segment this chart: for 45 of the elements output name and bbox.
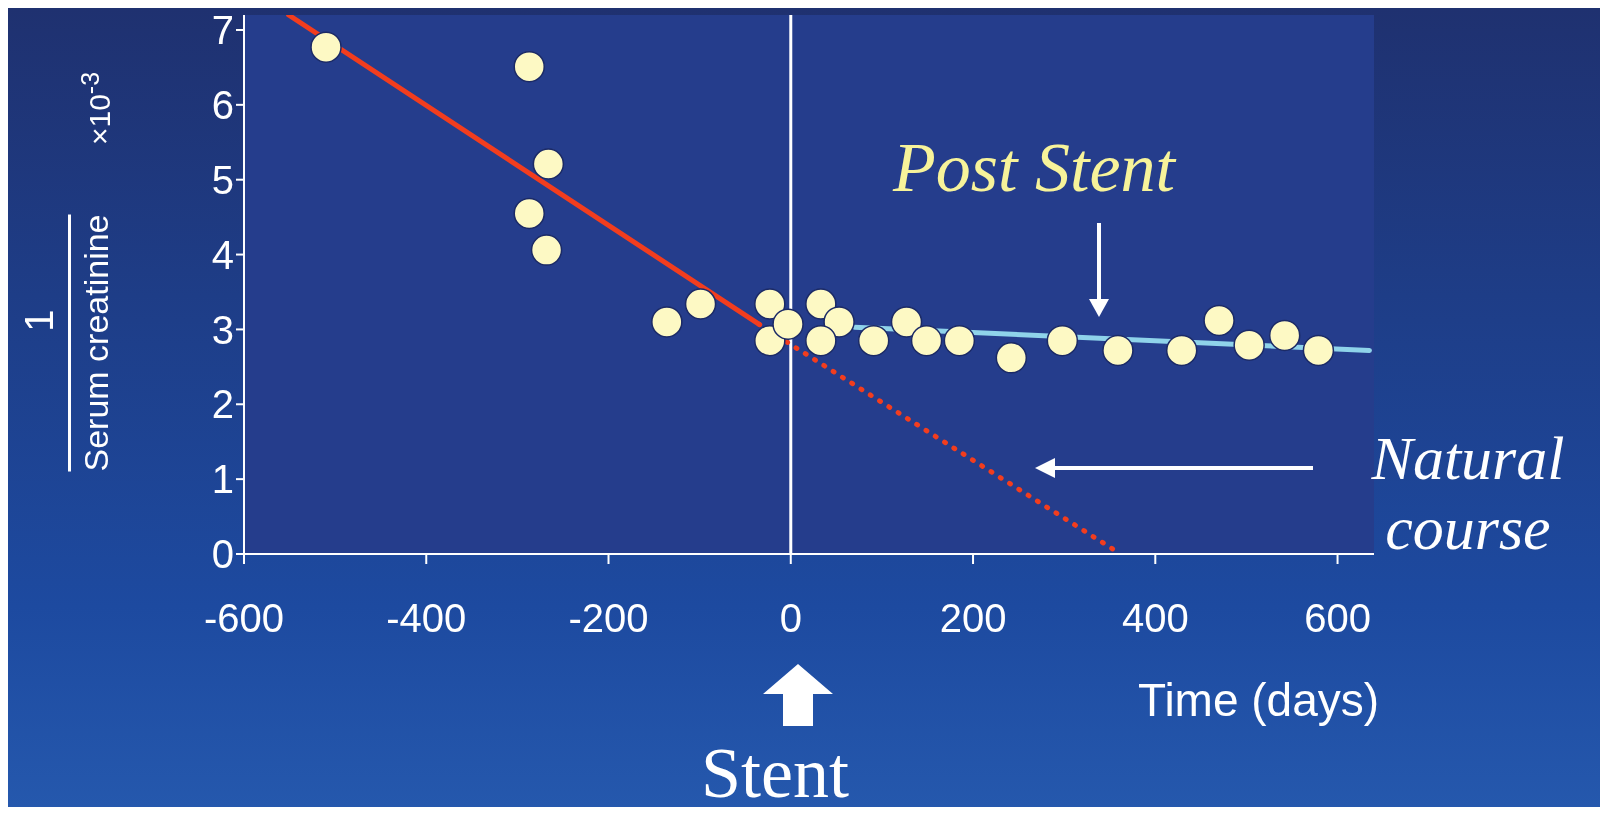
point <box>1203 304 1235 337</box>
x-tick-label: 0 <box>779 596 802 641</box>
x-tick-label: -400 <box>386 596 467 641</box>
point <box>943 324 976 357</box>
point <box>754 288 786 320</box>
point <box>1165 334 1198 367</box>
y-tick-label: 4 <box>211 232 234 277</box>
point <box>1046 324 1079 357</box>
x-tick-label: -200 <box>568 596 649 641</box>
point <box>890 306 923 338</box>
point <box>532 148 565 180</box>
annotation: Post Stent <box>893 128 1175 208</box>
x-tick-label: 400 <box>1121 596 1189 641</box>
point <box>995 342 1028 374</box>
point <box>651 306 683 338</box>
point <box>805 324 837 357</box>
point <box>310 31 342 63</box>
point <box>513 50 545 83</box>
point <box>530 234 563 266</box>
text: 1 <box>16 309 62 332</box>
x-tick-label: 200 <box>939 596 1007 641</box>
y-tick-label: 6 <box>211 83 234 128</box>
x-tick-label: -600 <box>203 596 285 641</box>
x-tick-label: 600 <box>1304 596 1371 641</box>
point <box>1302 334 1335 367</box>
y-tick-label: 1 <box>211 457 234 502</box>
annotation: Natural course <box>1370 423 1566 563</box>
y-tick-label: 3 <box>211 307 234 352</box>
y-tick-label: 7 <box>211 8 234 53</box>
point <box>684 288 717 320</box>
text: Stent <box>701 733 850 809</box>
y-tick-label: 0 <box>211 532 234 577</box>
point <box>857 324 890 357</box>
point <box>910 324 943 357</box>
y-axis-title: Serum creatinine <box>68 214 116 472</box>
point <box>772 308 804 340</box>
point <box>513 197 545 230</box>
point <box>1268 319 1301 352</box>
x-axis-title: Time (days) <box>1138 673 1380 727</box>
point <box>1102 334 1134 367</box>
y-tick-label: 2 <box>211 382 234 427</box>
y-tick-label: 5 <box>211 157 234 202</box>
point <box>1233 329 1265 361</box>
point <box>823 306 855 338</box>
point <box>805 288 837 320</box>
